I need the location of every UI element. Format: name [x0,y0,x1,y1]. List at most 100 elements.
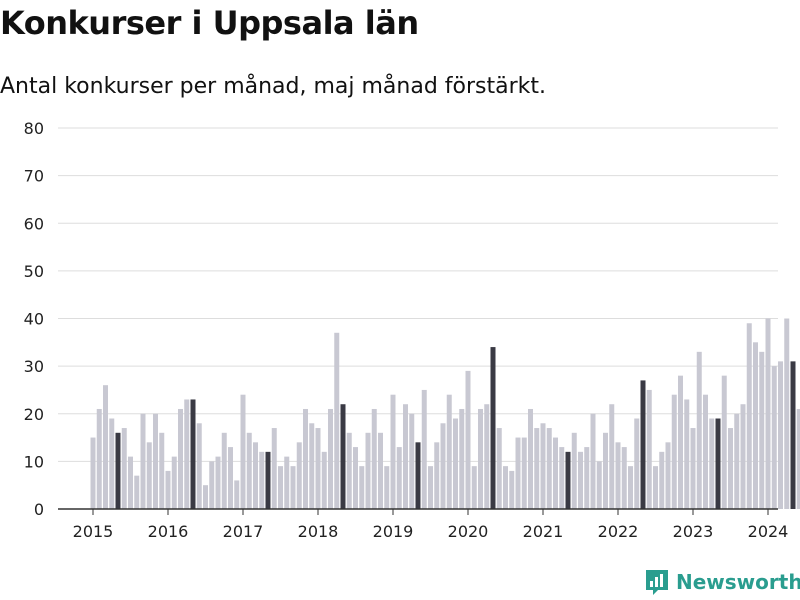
bar [784,318,790,509]
x-tick-label: 2016 [148,522,189,541]
bar [584,447,590,509]
bar [740,404,746,509]
bar [609,404,615,509]
bar [159,432,165,509]
bar [203,485,208,509]
bar [328,408,333,509]
bar [109,418,115,509]
bar [759,351,765,509]
bar [359,466,365,509]
bar [521,437,527,509]
bar [690,428,696,509]
bar [309,423,315,509]
bar [640,380,646,509]
bar [196,423,202,509]
bar [621,447,627,509]
bar [484,404,490,509]
bar [559,447,565,509]
bar [615,442,621,509]
y-tick-label: 30 [24,357,44,376]
bar [284,456,290,509]
bar [221,432,227,509]
bar [140,413,146,509]
bar [671,394,677,509]
bar [534,428,540,509]
y-tick-label: 10 [24,452,44,471]
bar [578,451,583,509]
bar [190,399,196,509]
bar [253,442,258,509]
bar [103,385,108,509]
chart-title: Konkurser i Uppsala län [0,4,419,42]
bar [384,466,390,509]
bar [796,408,800,509]
bar [434,442,440,509]
bar [496,428,502,509]
bar [571,432,577,509]
bar [215,456,221,509]
bar [296,442,302,509]
bar [459,408,465,509]
bar [315,428,321,509]
bar [321,451,327,509]
logo-text: Newsworthy [676,570,800,594]
x-axis: 2015 2016 2017 2018 2019 2020 2021 2022 2023 2024… [58,508,789,541]
bar [178,408,183,509]
x-tick-label: 2024 [748,522,789,541]
bar [634,418,640,509]
x-tick-label: 2020 [448,522,489,541]
y-tick-label: 60 [24,214,44,233]
y-tick-label: 70 [24,167,44,186]
bar [115,432,121,509]
bar [446,394,452,509]
bar [403,404,408,509]
y-tick-label: 50 [24,262,44,281]
bar [778,361,783,509]
bar [396,447,402,509]
x-tick-label: 2017 [223,522,264,541]
bar [646,389,652,509]
bar [684,399,690,509]
x-tick-label: 2023 [673,522,714,541]
bar [365,432,371,509]
bar [340,404,346,509]
bar [246,432,252,509]
bar [440,423,446,509]
bar [709,418,715,509]
x-tick-label: 2019 [373,522,414,541]
bar [678,375,683,509]
bar [659,451,665,509]
bar [528,408,533,509]
bar [228,447,233,509]
y-tick-label: 20 [24,405,44,424]
bar [746,323,752,509]
bar [540,423,546,509]
x-tick-label: 2021 [523,522,564,541]
y-tick-label: 0 [34,500,44,519]
bar [128,456,133,509]
bar [428,466,433,509]
bar [628,466,633,509]
bar [765,318,771,509]
bar [553,437,558,509]
bar [503,466,508,509]
bar [290,466,296,509]
bar [509,470,515,509]
x-tick-label: 2022 [598,522,639,541]
bar [134,475,140,509]
bar [259,451,265,509]
bar [146,442,152,509]
gridlines [58,127,778,462]
bar [790,361,796,509]
bar [409,413,415,509]
bar [184,399,190,509]
x-tick-label: 2018 [298,522,339,541]
bar [715,418,721,509]
bar [171,456,177,509]
newsworthy-logo-icon [646,570,668,595]
y-axis-ticks: 0 10 20 30 40 50 60 70 80 [24,119,44,519]
bar [753,342,758,509]
bar [471,466,477,509]
bar [90,437,96,509]
